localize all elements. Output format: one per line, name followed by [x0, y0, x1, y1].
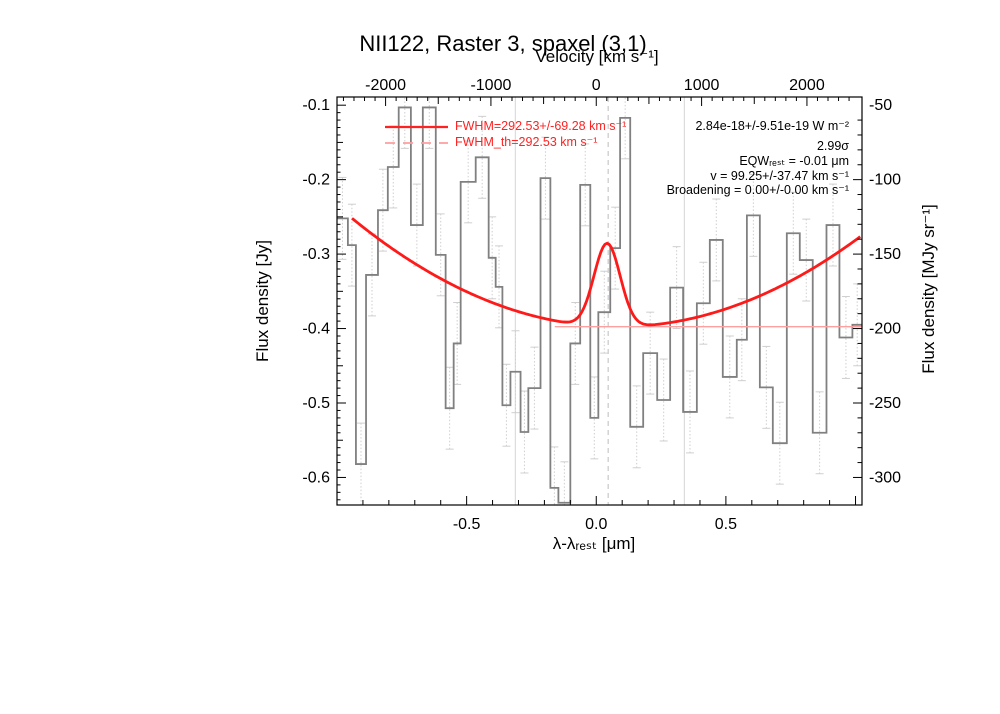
tick-label: -0.3: [302, 246, 330, 263]
tick-label: -1000: [470, 77, 511, 94]
tick-label: 0.5: [715, 516, 737, 533]
top-axis-label: Velocity [km s⁻¹]: [535, 47, 659, 66]
tick-label: -0.5: [302, 395, 330, 412]
legend-fwhm-th-label: FWHM_th=292.53 km s⁻¹: [455, 135, 598, 149]
tick-label: -100: [869, 172, 901, 189]
broadening-annotation: Broadening = 0.00+/-0.00 km s⁻¹: [666, 183, 849, 197]
tick-label: 2000: [789, 77, 825, 94]
line-flux-annotation: 2.84e-18+/-9.51e-19 W m⁻²: [695, 119, 849, 133]
bottom-axis-label: λ-λᵣₑₛₜ [μm]: [552, 534, 636, 553]
tick-label: 1000: [684, 77, 720, 94]
tick-label: -0.5: [453, 516, 481, 533]
error-bars: [338, 97, 862, 505]
histogram-series: [337, 106, 862, 504]
tick-label: -0.6: [302, 469, 330, 486]
tick-label: -0.4: [302, 321, 330, 338]
velocity-fit-annotation: v = 99.25+/-37.47 km s⁻¹: [710, 169, 849, 183]
tick-label: 0: [592, 77, 601, 94]
tick-label: 0.0: [585, 516, 607, 533]
tick-label: -0.2: [302, 172, 330, 189]
legend-fwhm-label: FWHM=292.53+/-69.28 km s⁻¹: [455, 119, 627, 133]
plot-box: [336, 96, 863, 506]
tick-label: -150: [869, 246, 901, 263]
eqw-annotation: EQWᵣₑₛₜ = -0.01 μm: [739, 154, 849, 168]
chart-title: NII122, Raster 3, spaxel (3,1): [359, 31, 647, 56]
tick-label: -200: [869, 321, 901, 338]
tick-label: -250: [869, 395, 901, 412]
tick-label: -50: [869, 97, 892, 114]
right-axis-label: Flux density [MJy sr⁻¹]: [919, 204, 938, 374]
data-layer: [337, 97, 862, 505]
tick-label: -0.1: [302, 97, 330, 114]
tick-labels: -2000 -1000 0 1000 2000 -0.5 0.0 0.5 -0.1 -0.2 -0.…: [302, 77, 901, 533]
left-axis-label: Flux density [Jy]: [253, 240, 272, 362]
fit-curve: [351, 217, 862, 327]
axis-ticks: [337, 97, 862, 505]
significance-annotation: 2.99σ: [816, 139, 849, 153]
tick-label: -300: [869, 469, 901, 486]
tick-label: -2000: [365, 77, 406, 94]
